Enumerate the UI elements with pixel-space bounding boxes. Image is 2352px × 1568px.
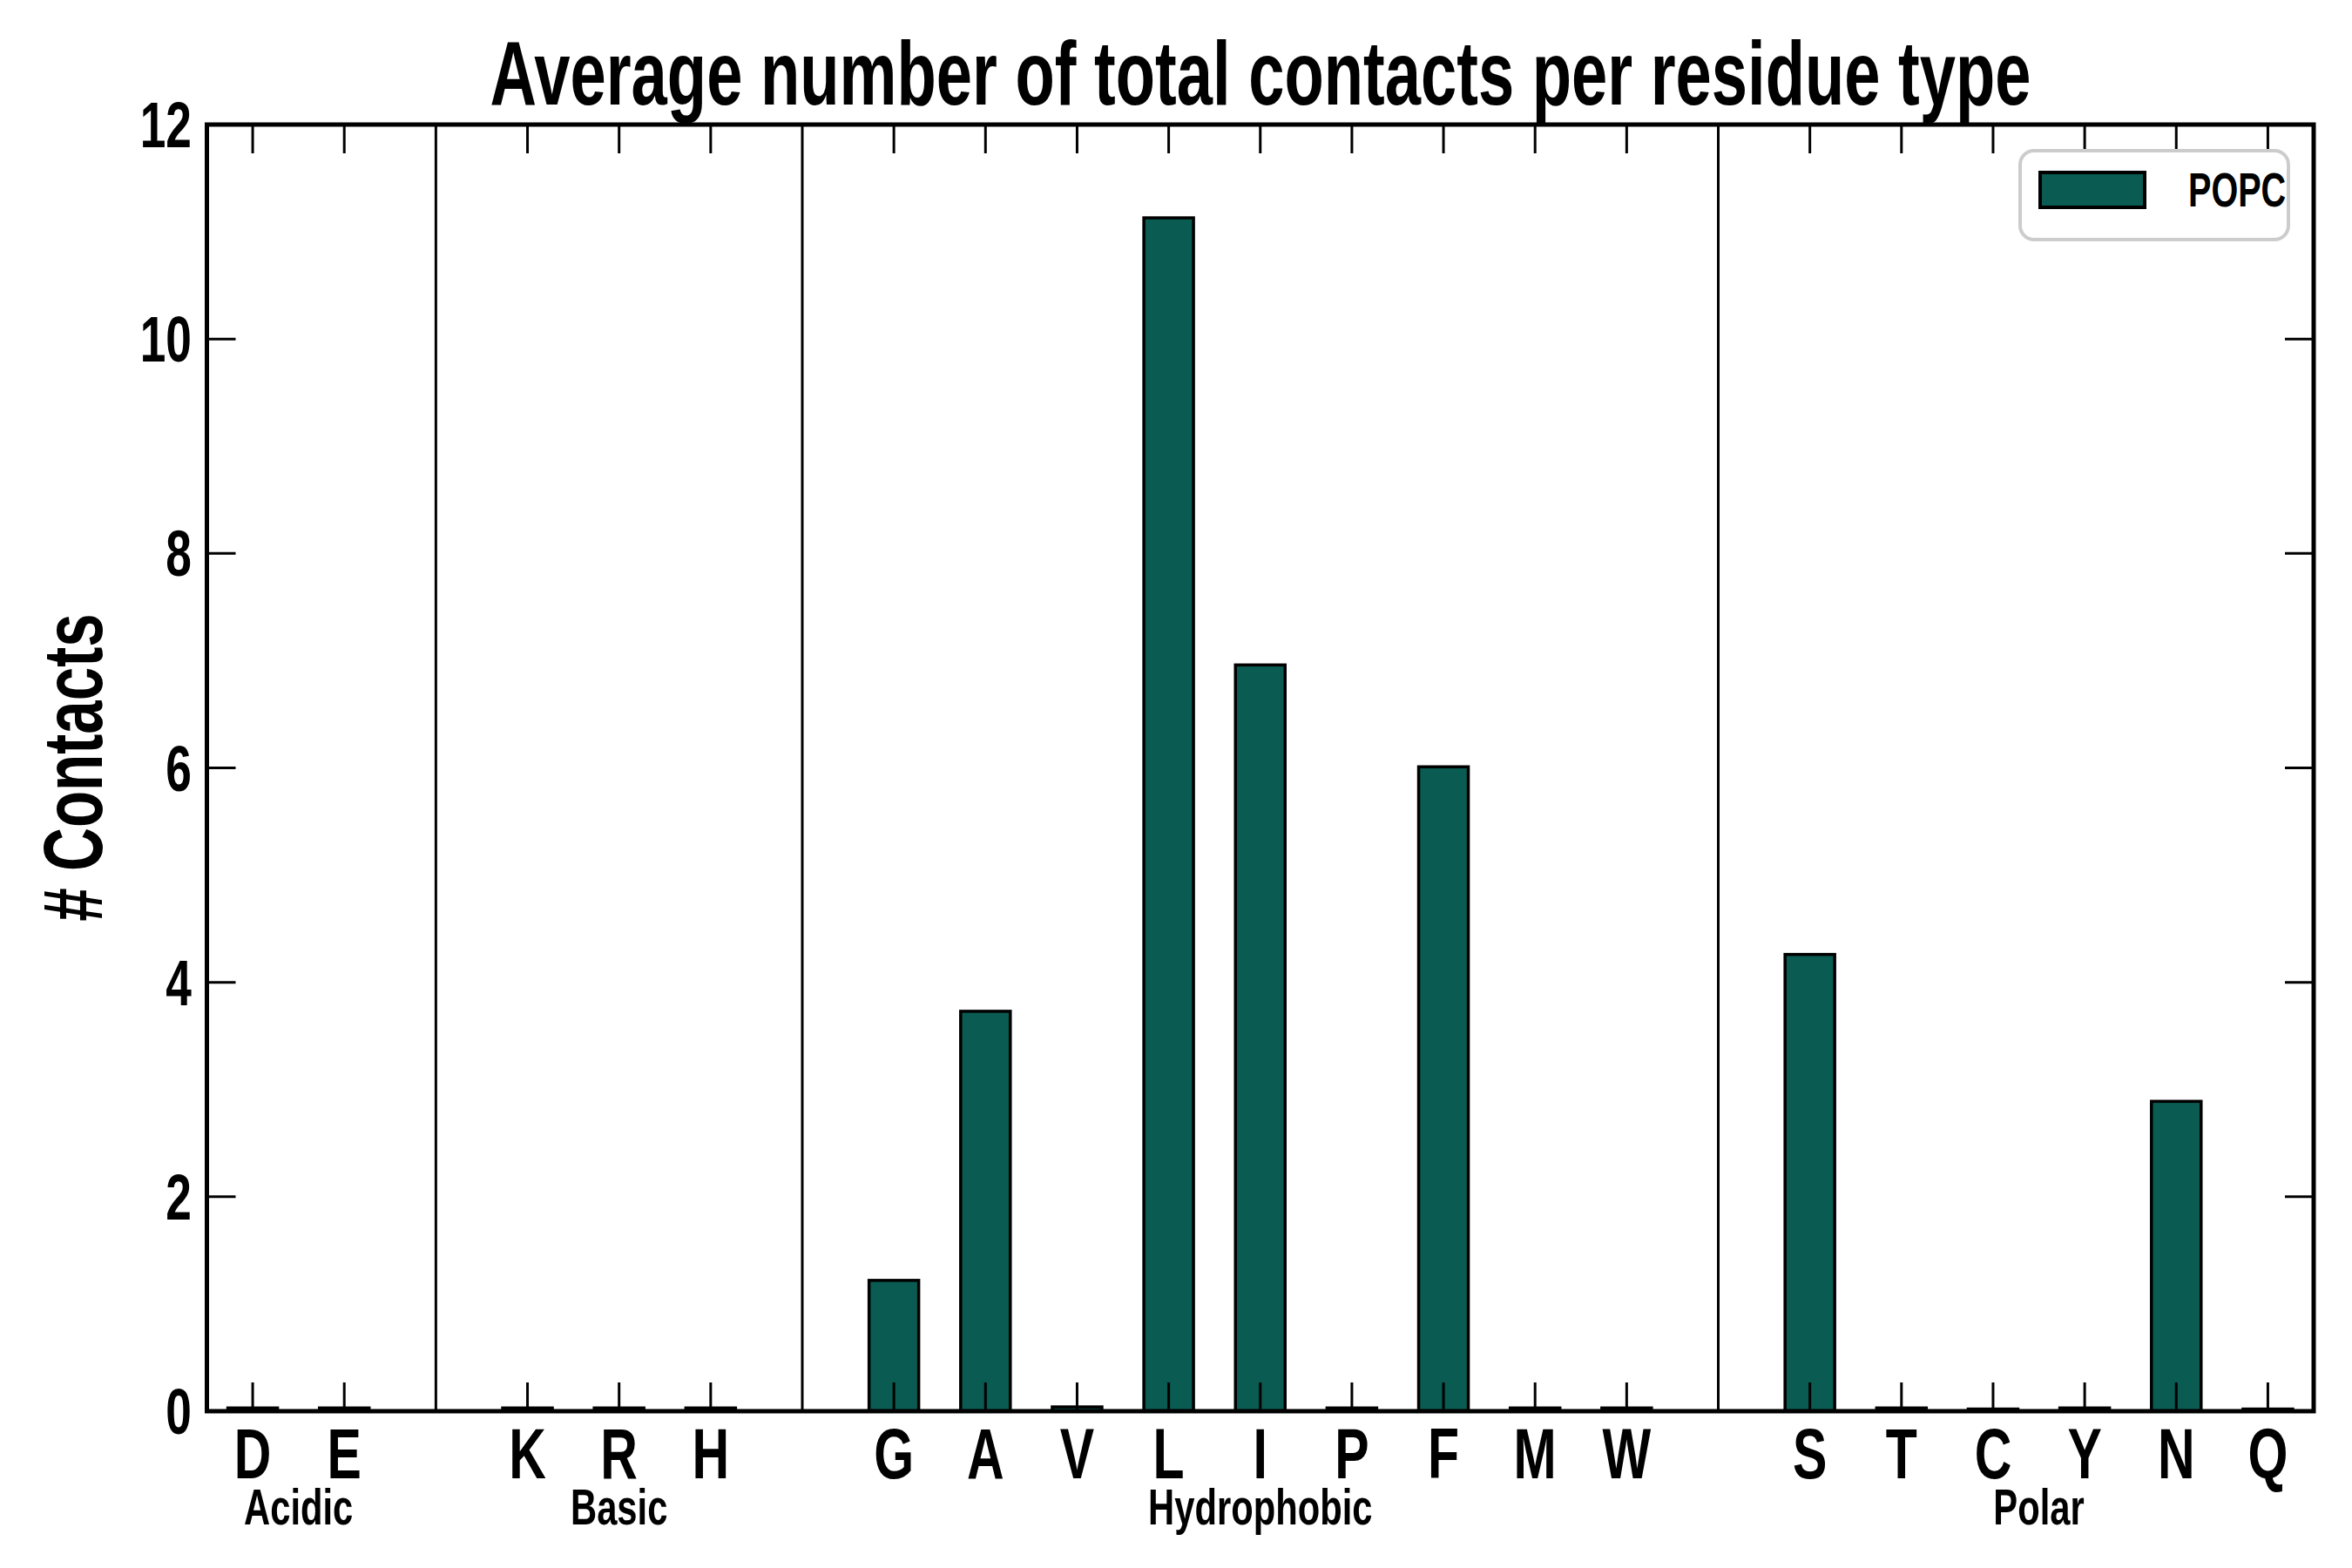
bar-I <box>1235 665 1285 1411</box>
legend-swatch-popc <box>2040 172 2145 207</box>
figure: 024681012 DEKRHGAVLIPFMWSTCYNQ AcidicBas… <box>0 0 2352 1568</box>
x-tick-label-A: A <box>967 1413 1004 1493</box>
x-tick-label-Q: Q <box>2247 1413 2288 1493</box>
group-label-hydrophobic: Hydrophobic <box>1148 1478 1372 1535</box>
y-tick-label-2: 2 <box>166 1161 192 1233</box>
x-tick-label-G: G <box>874 1413 914 1493</box>
y-tick-label-12: 12 <box>140 89 192 161</box>
y-tick-label-0: 0 <box>166 1375 192 1448</box>
x-tick-label-N: N <box>2158 1413 2195 1493</box>
x-tick-label-T: T <box>1886 1413 1917 1493</box>
x-tick-label-F: F <box>1428 1413 1459 1493</box>
bar-F <box>1419 767 1469 1411</box>
y-axis-label: # Contacts <box>26 613 120 921</box>
y-tick-label-4: 4 <box>166 947 192 1019</box>
bars-layer <box>228 218 2293 1411</box>
bar-A <box>961 1011 1010 1411</box>
group-label-polar: Polar <box>1993 1478 2084 1535</box>
x-tick-label-H: H <box>693 1413 730 1493</box>
group-label-acidic: Acidic <box>244 1478 353 1535</box>
x-tick-label-W: W <box>1602 1413 1651 1493</box>
x-tick-label-M: M <box>1514 1413 1557 1493</box>
y-tick-label-8: 8 <box>166 518 192 591</box>
bar-N <box>2152 1101 2201 1411</box>
separators-layer <box>436 125 1718 1411</box>
legend-label-popc: POPC <box>2188 164 2286 217</box>
x-tick-label-V: V <box>1060 1413 1095 1493</box>
bar-L <box>1144 218 1193 1411</box>
y-tick-label-6: 6 <box>166 733 192 805</box>
y-tick-labels-layer: 0 2 4 6 8 10 12 <box>140 89 192 1448</box>
x-tick-label-K: K <box>509 1413 546 1493</box>
y-tick-label-10: 10 <box>140 304 192 376</box>
bar-S <box>1785 955 1835 1411</box>
legend: POPC <box>2020 151 2288 240</box>
contacts-bar-chart: 024681012 DEKRHGAVLIPFMWSTCYNQ AcidicBas… <box>0 0 2352 1568</box>
x-tick-label-S: S <box>1793 1413 1827 1493</box>
group-label-basic: Basic <box>571 1478 667 1535</box>
chart-title: Average number of total contacts per res… <box>490 24 2031 124</box>
